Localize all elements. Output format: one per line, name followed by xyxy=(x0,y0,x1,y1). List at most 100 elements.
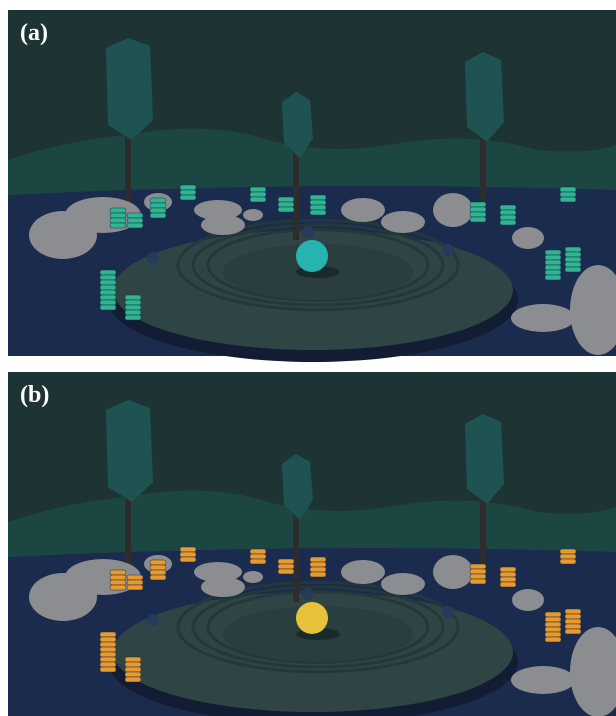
plant-leaf xyxy=(545,632,561,637)
plant-leaf xyxy=(310,557,326,562)
plant-leaf xyxy=(125,662,141,667)
plant-leaf xyxy=(545,627,561,632)
plant-leaf xyxy=(125,305,141,310)
plant-leaf xyxy=(310,572,326,577)
plant-leaf xyxy=(560,554,576,559)
plant-leaf xyxy=(150,208,166,213)
plant-leaf xyxy=(127,213,143,218)
sphere xyxy=(296,240,328,272)
plant-leaf xyxy=(500,582,516,587)
plant-leaf xyxy=(150,560,166,565)
figure: (a) (b) xyxy=(0,0,616,716)
plant-leaf xyxy=(125,310,141,315)
small-object xyxy=(302,588,314,600)
plant-leaf xyxy=(180,557,196,562)
plant-leaf xyxy=(545,617,561,622)
plant-leaf xyxy=(100,290,116,295)
plant-leaf xyxy=(565,252,581,257)
plant-leaf xyxy=(125,667,141,672)
plant-leaf xyxy=(278,569,294,574)
plant-leaf xyxy=(100,280,116,285)
tree-canopy xyxy=(106,400,153,502)
plant-leaf xyxy=(565,262,581,267)
plant-leaf xyxy=(110,580,126,585)
plant-leaf xyxy=(500,577,516,582)
plant-leaf xyxy=(545,270,561,275)
plant-leaf xyxy=(110,208,126,213)
rock xyxy=(512,227,544,249)
plant-leaf xyxy=(100,647,116,652)
plant-leaf xyxy=(470,579,486,584)
plant-leaf xyxy=(100,652,116,657)
plant-leaf xyxy=(500,205,516,210)
rock xyxy=(511,666,575,694)
rock xyxy=(201,215,245,235)
plant-leaf xyxy=(125,672,141,677)
small-object xyxy=(442,244,454,256)
plant-leaf xyxy=(500,220,516,225)
plant-leaf xyxy=(125,300,141,305)
plant-leaf xyxy=(560,559,576,564)
rock xyxy=(341,198,385,222)
tree-canopy xyxy=(465,414,504,504)
plant-leaf xyxy=(110,213,126,218)
plant-leaf xyxy=(100,305,116,310)
plant-leaf xyxy=(100,285,116,290)
panel-a: (a) xyxy=(8,10,616,362)
plant-leaf xyxy=(278,197,294,202)
rock xyxy=(433,193,473,227)
rock xyxy=(201,577,245,597)
plant-leaf xyxy=(100,275,116,280)
plant-leaf xyxy=(470,212,486,217)
plant-leaf xyxy=(100,642,116,647)
plant-leaf xyxy=(110,570,126,575)
small-object xyxy=(147,252,159,264)
plant-leaf xyxy=(250,559,266,564)
small-object xyxy=(302,226,314,238)
rock xyxy=(381,573,425,595)
plant-leaf xyxy=(545,260,561,265)
tree-canopy xyxy=(106,38,153,140)
plant-leaf xyxy=(310,562,326,567)
plant-leaf xyxy=(310,200,326,205)
plant-leaf xyxy=(180,195,196,200)
plant-leaf xyxy=(470,574,486,579)
plant-leaf xyxy=(125,295,141,300)
rock xyxy=(433,555,473,589)
plant-leaf xyxy=(500,567,516,572)
plant-leaf xyxy=(500,210,516,215)
plant-leaf xyxy=(127,575,143,580)
plant-leaf xyxy=(560,549,576,554)
plant-leaf xyxy=(250,554,266,559)
plant-leaf xyxy=(250,197,266,202)
plant-leaf xyxy=(470,564,486,569)
plant-leaf xyxy=(110,218,126,223)
plant-leaf xyxy=(470,569,486,574)
plant-leaf xyxy=(180,185,196,190)
plant-leaf xyxy=(310,195,326,200)
plant-leaf xyxy=(545,622,561,627)
panel-label: (b) xyxy=(20,382,49,408)
plant-leaf xyxy=(565,619,581,624)
plant-leaf xyxy=(150,203,166,208)
plant-leaf xyxy=(127,218,143,223)
rock xyxy=(381,211,425,233)
plant-leaf xyxy=(560,187,576,192)
rock xyxy=(243,209,263,221)
plant-leaf xyxy=(470,207,486,212)
plant-leaf xyxy=(150,575,166,580)
rock xyxy=(243,571,263,583)
sphere xyxy=(296,602,328,634)
plant-leaf xyxy=(110,585,126,590)
plant-leaf xyxy=(310,567,326,572)
plant-leaf xyxy=(100,657,116,662)
plant-leaf xyxy=(500,215,516,220)
plant-leaf xyxy=(545,255,561,260)
plant-leaf xyxy=(278,564,294,569)
plant-leaf xyxy=(150,570,166,575)
plant-leaf xyxy=(150,213,166,218)
plant-leaf xyxy=(150,198,166,203)
plant-leaf xyxy=(565,629,581,634)
plant-leaf xyxy=(545,265,561,270)
plant-leaf xyxy=(180,547,196,552)
